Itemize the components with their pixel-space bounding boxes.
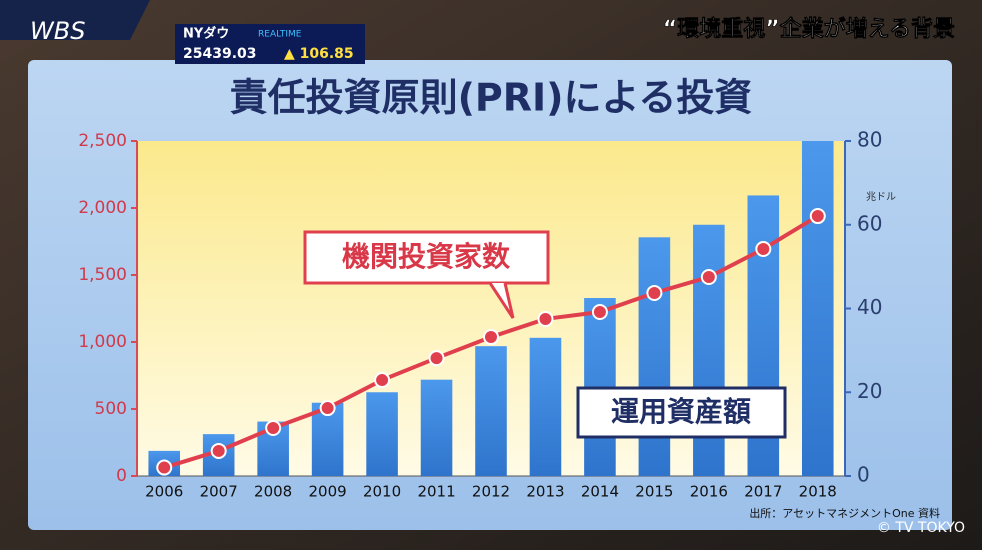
x-tick-label: 2011 xyxy=(417,483,455,501)
y-tick-label: 1,500 xyxy=(78,265,127,285)
ticker-change: ▲ 106.85 xyxy=(284,46,354,62)
bar xyxy=(475,346,507,476)
x-tick-label: 2018 xyxy=(799,483,837,501)
line-point xyxy=(537,310,554,327)
x-tick-label: 2013 xyxy=(526,483,564,501)
x-tick-label: 2008 xyxy=(254,483,292,501)
x-tick-label: 2009 xyxy=(309,483,347,501)
x-tick-label: 2015 xyxy=(635,483,673,501)
x-tick-label: 2006 xyxy=(145,483,183,501)
y2-tick-label: 40 xyxy=(857,295,882,319)
line-point xyxy=(210,442,227,459)
bar xyxy=(366,392,398,476)
copyright: © TV TOKYO xyxy=(877,520,965,536)
y2-unit: 兆ドル xyxy=(866,191,896,203)
bar xyxy=(529,337,562,476)
line-point xyxy=(591,303,608,320)
x-tick-label: 2007 xyxy=(200,483,238,501)
line-point xyxy=(700,269,717,286)
bar xyxy=(801,141,834,476)
x-tick-label: 2016 xyxy=(690,483,728,501)
y2-tick-label: 80 xyxy=(857,128,882,152)
y-tick-label: 500 xyxy=(95,399,127,419)
line-point xyxy=(265,420,282,437)
y2-tick-label: 0 xyxy=(857,463,870,487)
line-point xyxy=(483,329,499,346)
source: 出所：アセットマネジメントOne 資料 xyxy=(749,506,940,520)
line-label-box xyxy=(303,230,550,285)
y-tick-label: 1,000 xyxy=(78,332,127,352)
line-point xyxy=(156,459,173,476)
ticker-name: NYダウ xyxy=(183,26,229,42)
overlay: WBS NYダウ REALTIME 25439.03 ▲ 106.85 “環境重… xyxy=(0,0,965,536)
headline: “環境重視”企業が増える背景 xyxy=(663,16,955,42)
logo: WBS xyxy=(30,17,85,45)
bar xyxy=(638,237,671,476)
y2-tick-label: 20 xyxy=(857,379,882,403)
x-tick-label: 2010 xyxy=(363,483,401,501)
x-tick-label: 2014 xyxy=(581,483,619,501)
logo-bg xyxy=(0,0,150,40)
y-tick-label: 2,000 xyxy=(78,198,127,218)
chart-title: 責任投資原則(PRI)による投資 xyxy=(230,76,753,120)
x-tick-label: 2017 xyxy=(744,483,782,501)
ticker-tag: REALTIME xyxy=(258,30,302,40)
bar xyxy=(420,379,453,476)
y-tick-label: 2,500 xyxy=(78,131,127,151)
bar-label-box xyxy=(576,386,787,439)
line-series-label: 機関投資家数 xyxy=(342,240,511,273)
line-point xyxy=(809,208,826,225)
y-tick-label: 0 xyxy=(116,466,127,486)
line-point xyxy=(428,350,445,367)
line-point xyxy=(646,284,663,301)
ticker-value: 25439.03 xyxy=(183,46,257,62)
line-point xyxy=(374,372,391,389)
x-tick-label: 2012 xyxy=(472,483,510,501)
bar-series-label: 運用資産額 xyxy=(611,395,751,428)
line-point xyxy=(319,400,336,417)
line-label-pointer xyxy=(488,282,515,319)
line-point xyxy=(755,241,772,258)
y2-tick-label: 60 xyxy=(857,211,882,235)
ticker-box xyxy=(175,24,365,64)
